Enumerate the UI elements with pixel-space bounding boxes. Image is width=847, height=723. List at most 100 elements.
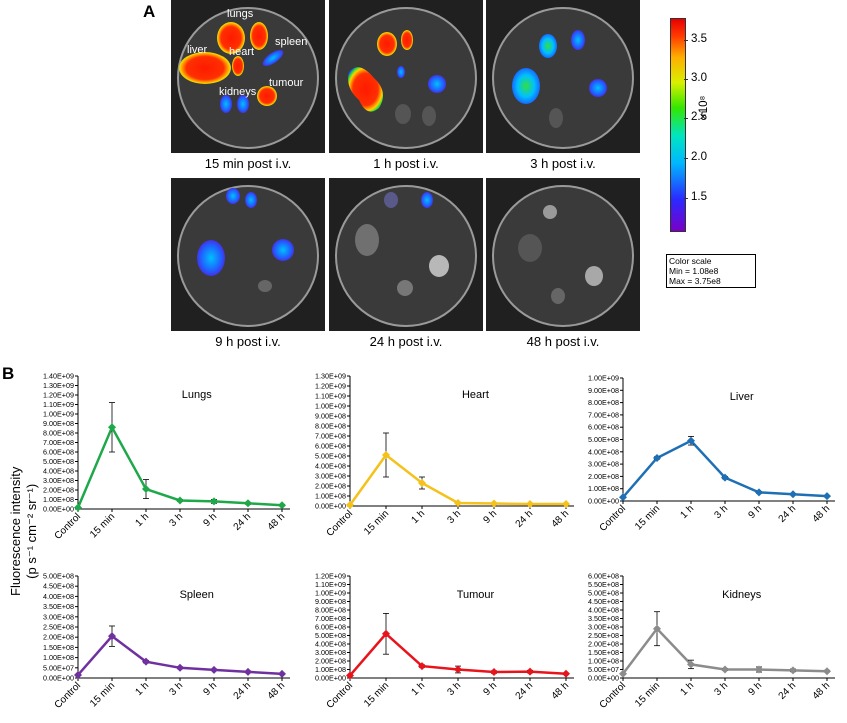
y-tick-label: 9.00E+08: [315, 412, 346, 421]
x-tick-label: 3 h: [168, 680, 186, 698]
y-tick-label: 5.00E+08: [315, 452, 346, 461]
panel-letter-b: B: [2, 364, 15, 383]
cb-tick-label: 3.5: [691, 33, 707, 45]
legend-min: Min = 1.08e8: [669, 266, 719, 276]
y-tick-label: 1.00E+08: [43, 653, 74, 662]
x-tick-label: 24 h: [232, 511, 254, 533]
organ-tumour: [429, 255, 449, 277]
caption-15min: 15 min post i.v.: [204, 156, 292, 171]
y-tick-label: 4.00E+08: [43, 592, 74, 601]
organ-heart: [232, 56, 244, 76]
organ-lungs-right: [401, 30, 413, 50]
y-tick-label: 1.00E+08: [588, 484, 619, 493]
organ-lungs-right: [250, 22, 268, 50]
data-point: [687, 436, 695, 445]
chart-tumour: 0.00E+001.00E+082.00E+083.00E+084.00E+08…: [315, 572, 574, 711]
y-tick-label: 1.00E+09: [588, 374, 619, 383]
y-tick-label: 4.00E+08: [315, 640, 346, 649]
panel-letter-a: A: [143, 2, 156, 21]
y-tick-label: 3.00E+08: [588, 623, 619, 632]
x-tick-label: 1 h: [679, 503, 697, 521]
y-tick-label: 7.00E+08: [588, 410, 619, 419]
dish-image-15min: lungs liver heart spleen tumour kidneys: [171, 0, 325, 153]
chart-title: Tumour: [457, 589, 495, 601]
data-point: [108, 423, 116, 432]
y-tick-label: 7.00E+08: [43, 438, 74, 447]
organ-lungs-right: [245, 192, 257, 208]
x-tick-label: 3 h: [713, 503, 731, 521]
x-tick-label: 48 h: [811, 503, 833, 525]
x-tick-label: 9 h: [747, 503, 765, 521]
y-tick-label: 3.50E+08: [43, 602, 74, 611]
x-tick-label: 1 h: [679, 680, 697, 698]
organ-tumour: [589, 79, 607, 97]
chart-liver: 0.00E+00 1.00E+08 2.00E+08 3.00E+08 4.00E+08…: [588, 374, 835, 534]
x-tick-label: 15 min: [88, 511, 117, 540]
y-tick-label: 5.00E+07: [588, 665, 619, 674]
x-tick-label: 15 min: [633, 680, 662, 709]
data-point: [418, 479, 426, 487]
x-tick-label: 1 h: [134, 511, 152, 529]
organ-tumour: [585, 266, 603, 286]
organ-lungs: [543, 205, 557, 219]
caption-48h: 48 h post i.v.: [526, 334, 600, 349]
organ-heart: [397, 66, 405, 78]
y-tick-label: 2.00E+08: [588, 640, 619, 649]
x-tick-label: 24 h: [232, 680, 254, 702]
organ-spleen: [262, 49, 284, 67]
data-point: [653, 624, 661, 633]
y-tick-label: 6.00E+08: [315, 442, 346, 451]
data-point: [687, 660, 695, 669]
y-tick-label: 6.00E+08: [315, 623, 346, 632]
y-tick-label: 1.00E+08: [315, 492, 346, 501]
y-tick-label: 3.00E+08: [588, 460, 619, 469]
chart-heart: 0.00E+001.00E+082.00E+083.00E+084.00E+08…: [315, 372, 574, 539]
organ-liver: [512, 68, 540, 104]
chart-spleen: 0.00E+00 5.00E+071.00E+081.50E+082.00E+08…: [43, 572, 290, 711]
y-tick-label: 0.00E+00: [315, 674, 346, 683]
y-tick-label: 5.00E+08: [43, 572, 74, 581]
caption-24h: 24 h post i.v.: [369, 334, 443, 349]
organ-tumour: [428, 75, 446, 93]
data-point: [346, 671, 354, 680]
organ-kidney-left: [220, 95, 232, 113]
y-tick-label: 8.00E+08: [315, 606, 346, 615]
cb-tick-label: 1.5: [691, 191, 707, 203]
organ-lungs-left: [217, 22, 245, 54]
y-tick-label: 2.50E+08: [43, 623, 74, 632]
y-tick-label: 1.00E+09: [315, 402, 346, 411]
dish-15min-graphic: lungs liver heart spleen tumour kidneys: [177, 7, 319, 149]
y-tick-label: 4.00E+08: [588, 447, 619, 456]
petri-dish: [335, 7, 477, 149]
x-tick-label: 24 h: [514, 508, 536, 530]
x-tick-label: 48 h: [811, 680, 833, 702]
data-point: [721, 473, 729, 482]
y-tick-label: 1.40E+09: [43, 372, 74, 381]
y-tick-label: 1.00E+08: [43, 495, 74, 504]
chart-title: Lungs: [182, 389, 212, 401]
data-point: [418, 662, 426, 671]
y-tick-label: 1.30E+09: [43, 381, 74, 390]
y-tick-label: 2.00E+08: [588, 472, 619, 481]
dish-image-1h: [329, 0, 483, 153]
data-point: [74, 503, 82, 512]
organ-heart: [421, 192, 433, 208]
data-point: [562, 669, 570, 678]
data-point: [244, 667, 252, 676]
x-tick-label: 15 min: [633, 503, 662, 532]
y-tick-label: 1.00E+09: [315, 589, 346, 598]
label-heart: heart: [229, 46, 254, 58]
organ-kidney: [397, 280, 413, 296]
organ-tumour: [257, 86, 277, 106]
chart-title: Kidneys: [722, 589, 762, 601]
y-tick-label: 5.00E+08: [43, 457, 74, 466]
data-point: [74, 670, 82, 679]
data-point: [278, 669, 286, 678]
x-tick-label: Control: [598, 680, 629, 711]
cb-tick-label: 3.0: [691, 72, 707, 84]
x-tick-label: 24 h: [777, 503, 799, 525]
data-point: [346, 501, 354, 509]
x-tick-label: 24 h: [777, 680, 799, 702]
petri-dish: [177, 185, 319, 327]
organ-kidney-right: [237, 95, 249, 113]
